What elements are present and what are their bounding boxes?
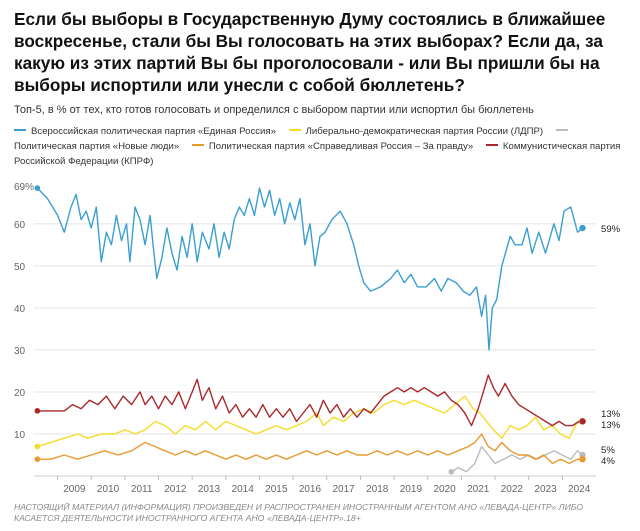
- legend-swatch: [288, 129, 301, 132]
- x-tick-label: 2015: [265, 484, 288, 495]
- legend-label: Либерально-демократическая партия России…: [305, 126, 544, 137]
- x-tick-label: 2010: [97, 484, 120, 495]
- series-line: [37, 395, 583, 448]
- x-tick-label: 2019: [400, 484, 423, 495]
- chart-legend: Всероссийская политическая партия «Едина…: [14, 124, 626, 169]
- legend-label: Всероссийская политическая партия «Едина…: [31, 126, 276, 137]
- series-end-label: 4%: [601, 456, 615, 467]
- series-end-label: 59%: [601, 224, 621, 235]
- legend-item-united-russia[interactable]: Всероссийская политическая партия «Едина…: [14, 126, 279, 137]
- x-tick-label: 2021: [467, 484, 490, 495]
- legend-label: Коммунистическая партия Российской Федер…: [14, 141, 621, 167]
- x-tick-label: 2024: [568, 484, 591, 495]
- series-end-label: 5%: [601, 445, 615, 456]
- legend-item-new-people[interactable]: Политическая партия «Новые люди»: [14, 126, 573, 152]
- chart-title: Если бы выборы в Государственную Думу со…: [14, 9, 606, 95]
- legend-item-ldpr[interactable]: Либерально-демократическая партия России…: [288, 126, 546, 137]
- y-tick-label: 30: [14, 346, 26, 357]
- series-end-point: [579, 418, 586, 425]
- series-start-point: [34, 443, 41, 450]
- legend-label: Политическая партия «Справедливая Россия…: [208, 141, 474, 152]
- series-start-point: [34, 185, 41, 191]
- x-tick-label: 2017: [332, 484, 355, 495]
- legend-label: Политическая партия «Новые люди»: [14, 141, 180, 152]
- y-tick-label: 60: [14, 220, 26, 231]
- disclaimer-text: Настоящий материал (информация) произвед…: [14, 502, 584, 523]
- series-start-point: [34, 456, 41, 462]
- legend-swatch: [485, 144, 498, 147]
- x-tick-label: 2014: [232, 484, 255, 495]
- series-line: [37, 374, 583, 427]
- legend-item-kprf[interactable]: Коммунистическая партия Российской Федер…: [14, 141, 620, 167]
- y-tick-label: 10: [14, 430, 26, 441]
- x-tick-label: 2016: [299, 484, 322, 495]
- series-end-label: 13%: [601, 409, 621, 420]
- legend-swatch: [555, 129, 568, 132]
- series-end-label: 13%: [601, 420, 621, 431]
- series-line: [37, 433, 583, 465]
- series-line: [36, 187, 583, 351]
- y-tick-label: 40: [14, 304, 26, 315]
- y-top-label: 69%: [14, 182, 34, 193]
- x-tick-label: 2013: [198, 484, 221, 495]
- legend-swatch: [14, 129, 26, 132]
- x-tick-label: 2011: [131, 484, 153, 495]
- y-tick-label: 50: [14, 262, 26, 273]
- legend-swatch: [191, 144, 204, 147]
- chart-subtitle: Топ-5, в % от тех, кто готов голосовать …: [14, 104, 534, 116]
- x-tick-label: 2022: [501, 484, 524, 495]
- y-tick-label: 20: [14, 388, 26, 399]
- series-end-point: [579, 224, 586, 232]
- series-line: [450, 445, 583, 473]
- x-tick-label: 2023: [534, 484, 557, 495]
- x-tick-label: 2012: [164, 484, 187, 495]
- x-tick-label: 2020: [433, 484, 456, 495]
- legend-item-fair-russia[interactable]: Политическая партия «Справедливая Россия…: [191, 141, 476, 152]
- x-tick-label: 2009: [63, 484, 86, 495]
- series-start-point: [448, 468, 455, 475]
- x-tick-label: 2018: [366, 484, 389, 495]
- series-end-point: [579, 455, 586, 463]
- series-start-point: [34, 408, 41, 414]
